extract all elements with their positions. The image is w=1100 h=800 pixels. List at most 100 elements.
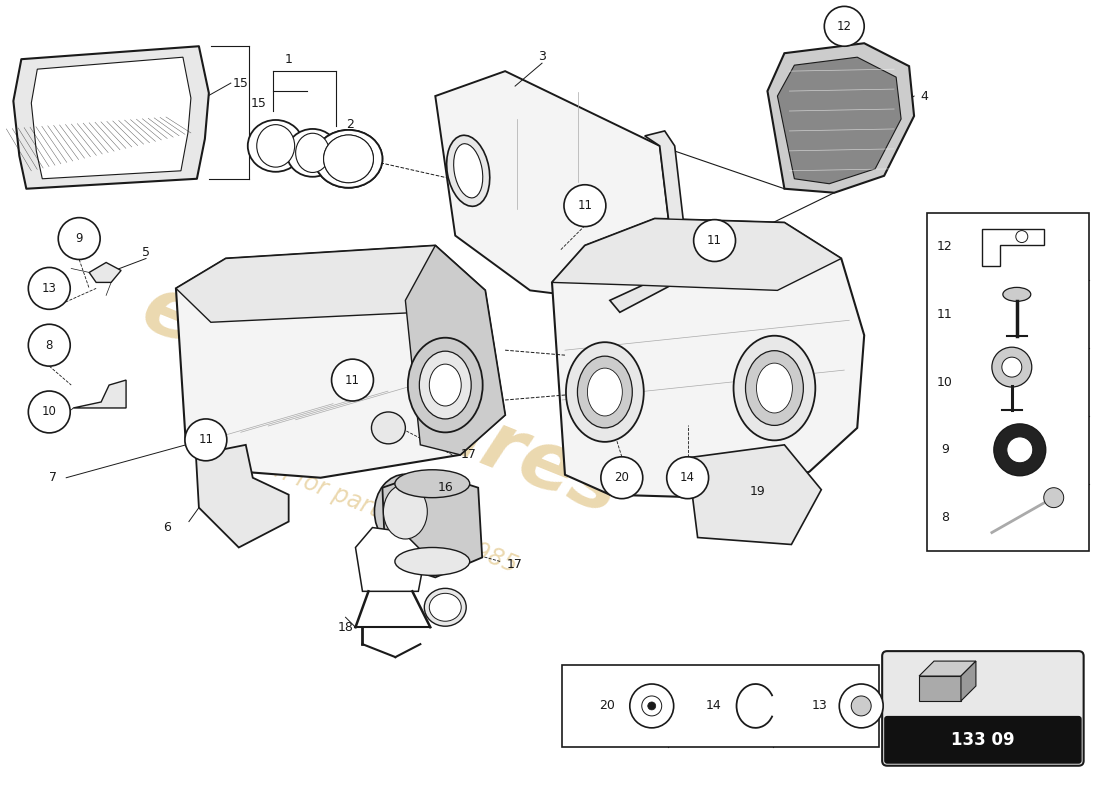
Circle shape: [839, 684, 883, 728]
Text: 9: 9: [76, 232, 82, 245]
FancyBboxPatch shape: [882, 651, 1084, 766]
Circle shape: [29, 324, 70, 366]
Polygon shape: [778, 57, 901, 184]
Polygon shape: [920, 661, 976, 676]
Bar: [927, 213, 1089, 551]
Circle shape: [1044, 488, 1064, 508]
Text: 13: 13: [42, 282, 57, 295]
Circle shape: [29, 391, 70, 433]
Text: 14: 14: [706, 699, 722, 713]
Text: 16: 16: [438, 481, 453, 494]
Ellipse shape: [287, 129, 339, 177]
Ellipse shape: [374, 474, 437, 549]
Text: 12: 12: [937, 240, 953, 253]
Polygon shape: [74, 380, 126, 408]
Text: 11: 11: [937, 308, 953, 321]
Polygon shape: [13, 46, 209, 189]
Polygon shape: [982, 229, 1044, 266]
Ellipse shape: [429, 594, 461, 622]
Text: 10: 10: [937, 375, 953, 389]
Polygon shape: [176, 246, 485, 322]
Text: 18: 18: [338, 621, 353, 634]
Text: 2: 2: [346, 118, 354, 131]
Circle shape: [58, 218, 100, 259]
Circle shape: [1006, 437, 1033, 462]
Ellipse shape: [256, 125, 295, 167]
Ellipse shape: [323, 135, 373, 182]
Text: 10: 10: [42, 406, 57, 418]
Polygon shape: [552, 218, 865, 498]
Circle shape: [1002, 357, 1022, 377]
Ellipse shape: [408, 338, 483, 432]
Text: 17: 17: [507, 558, 522, 571]
Text: 9: 9: [942, 443, 949, 456]
Text: 8: 8: [940, 511, 949, 524]
Text: 6: 6: [163, 521, 170, 534]
Ellipse shape: [453, 144, 483, 198]
Circle shape: [667, 457, 708, 498]
Ellipse shape: [372, 412, 406, 444]
FancyBboxPatch shape: [884, 716, 1081, 764]
Ellipse shape: [1003, 287, 1031, 302]
Circle shape: [29, 267, 70, 310]
Polygon shape: [196, 445, 288, 547]
Ellipse shape: [425, 588, 466, 626]
Text: 7: 7: [50, 471, 57, 484]
Ellipse shape: [429, 364, 461, 406]
Circle shape: [824, 6, 865, 46]
Text: 11: 11: [707, 234, 722, 247]
Text: 3: 3: [538, 50, 546, 62]
Text: eurospares: eurospares: [130, 269, 631, 531]
Bar: [562, 665, 879, 746]
Circle shape: [630, 684, 673, 728]
Text: 12: 12: [837, 20, 851, 33]
Circle shape: [641, 696, 662, 716]
Polygon shape: [383, 472, 482, 578]
Ellipse shape: [296, 134, 330, 173]
Text: a passion for parts since 1985: a passion for parts since 1985: [180, 422, 520, 578]
Polygon shape: [355, 527, 426, 591]
Text: 20: 20: [598, 699, 615, 713]
Polygon shape: [552, 218, 842, 290]
Text: 8: 8: [45, 338, 53, 352]
Polygon shape: [406, 246, 505, 455]
Ellipse shape: [587, 368, 623, 416]
Text: 5: 5: [142, 246, 150, 259]
Ellipse shape: [419, 351, 471, 419]
Circle shape: [601, 457, 642, 498]
Ellipse shape: [757, 363, 792, 413]
Ellipse shape: [395, 547, 470, 575]
Ellipse shape: [395, 470, 470, 498]
Ellipse shape: [578, 356, 632, 428]
Circle shape: [851, 696, 871, 716]
Text: 17: 17: [460, 448, 476, 462]
Ellipse shape: [315, 130, 383, 188]
Ellipse shape: [323, 135, 373, 182]
Text: 1: 1: [285, 53, 293, 66]
Text: 14: 14: [680, 471, 695, 484]
Circle shape: [185, 419, 227, 461]
Text: 15: 15: [251, 97, 266, 110]
Bar: [920, 676, 961, 701]
Ellipse shape: [315, 130, 383, 188]
Text: 13: 13: [812, 699, 827, 713]
Polygon shape: [609, 131, 690, 312]
Text: 4: 4: [920, 90, 928, 102]
Ellipse shape: [384, 484, 427, 539]
Polygon shape: [768, 43, 914, 193]
Polygon shape: [436, 71, 674, 300]
Text: 11: 11: [198, 434, 213, 446]
Polygon shape: [176, 246, 505, 478]
Circle shape: [331, 359, 373, 401]
Ellipse shape: [248, 120, 304, 172]
Circle shape: [1015, 230, 1027, 242]
Circle shape: [694, 220, 736, 262]
Text: 11: 11: [345, 374, 360, 386]
Text: 133 09: 133 09: [952, 731, 1014, 749]
Polygon shape: [961, 661, 976, 701]
Circle shape: [648, 702, 656, 710]
Text: 19: 19: [749, 485, 766, 498]
Circle shape: [564, 185, 606, 226]
Text: 11: 11: [578, 199, 593, 212]
Ellipse shape: [734, 336, 815, 440]
